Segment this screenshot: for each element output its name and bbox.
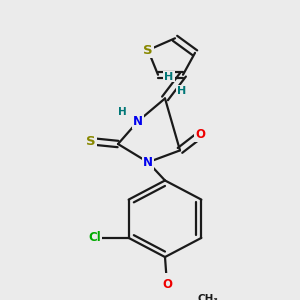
- Text: H: H: [118, 107, 126, 117]
- Text: H: H: [164, 72, 174, 82]
- Text: N: N: [143, 156, 153, 169]
- Text: O: O: [162, 278, 172, 291]
- Text: N: N: [133, 115, 143, 128]
- Text: CH₃: CH₃: [197, 294, 218, 300]
- Text: Cl: Cl: [88, 231, 101, 244]
- Text: S: S: [143, 44, 153, 57]
- Text: S: S: [86, 135, 96, 148]
- Text: O: O: [195, 128, 205, 141]
- Text: H: H: [177, 86, 187, 96]
